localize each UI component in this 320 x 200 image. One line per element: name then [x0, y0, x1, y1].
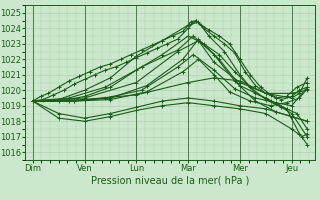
- X-axis label: Pression niveau de la mer( hPa ): Pression niveau de la mer( hPa ): [91, 176, 249, 186]
